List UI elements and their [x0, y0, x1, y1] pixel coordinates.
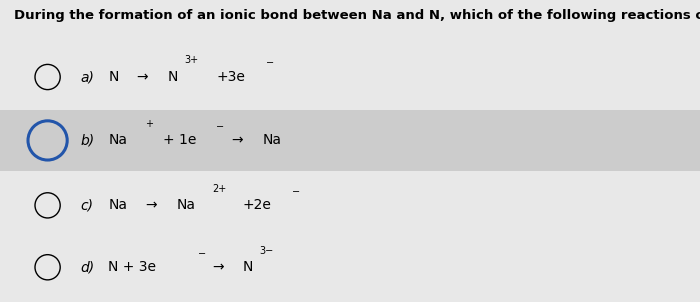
Text: −: − [292, 187, 300, 197]
Text: Na: Na [108, 133, 127, 147]
Text: →: → [145, 198, 157, 212]
Text: 3−: 3− [259, 246, 273, 256]
Text: →: → [136, 70, 148, 84]
Text: Na: Na [176, 198, 195, 212]
Text: + 1e: + 1e [163, 133, 197, 147]
Text: 3+: 3+ [184, 55, 198, 66]
Text: N: N [243, 260, 253, 274]
Text: Na: Na [108, 198, 127, 212]
Text: 2+: 2+ [212, 184, 226, 194]
Text: →: → [212, 260, 224, 274]
Text: d): d) [80, 260, 94, 274]
Text: →: → [231, 133, 243, 147]
Text: +2e: +2e [243, 198, 272, 212]
Text: −: − [216, 122, 224, 132]
Text: b): b) [80, 133, 94, 147]
Text: −: − [266, 58, 274, 69]
FancyBboxPatch shape [0, 110, 700, 171]
Text: a): a) [80, 70, 94, 84]
Text: +: + [145, 119, 153, 129]
Text: N + 3e: N + 3e [108, 260, 157, 274]
Text: N: N [108, 70, 119, 84]
Text: c): c) [80, 198, 94, 212]
Text: +3e: +3e [217, 70, 246, 84]
Text: Na: Na [262, 133, 281, 147]
Text: N: N [168, 70, 178, 84]
Text: During the formation of an ionic bond between Na and N, which of the following r: During the formation of an ionic bond be… [14, 9, 700, 22]
Text: −: − [198, 249, 206, 259]
